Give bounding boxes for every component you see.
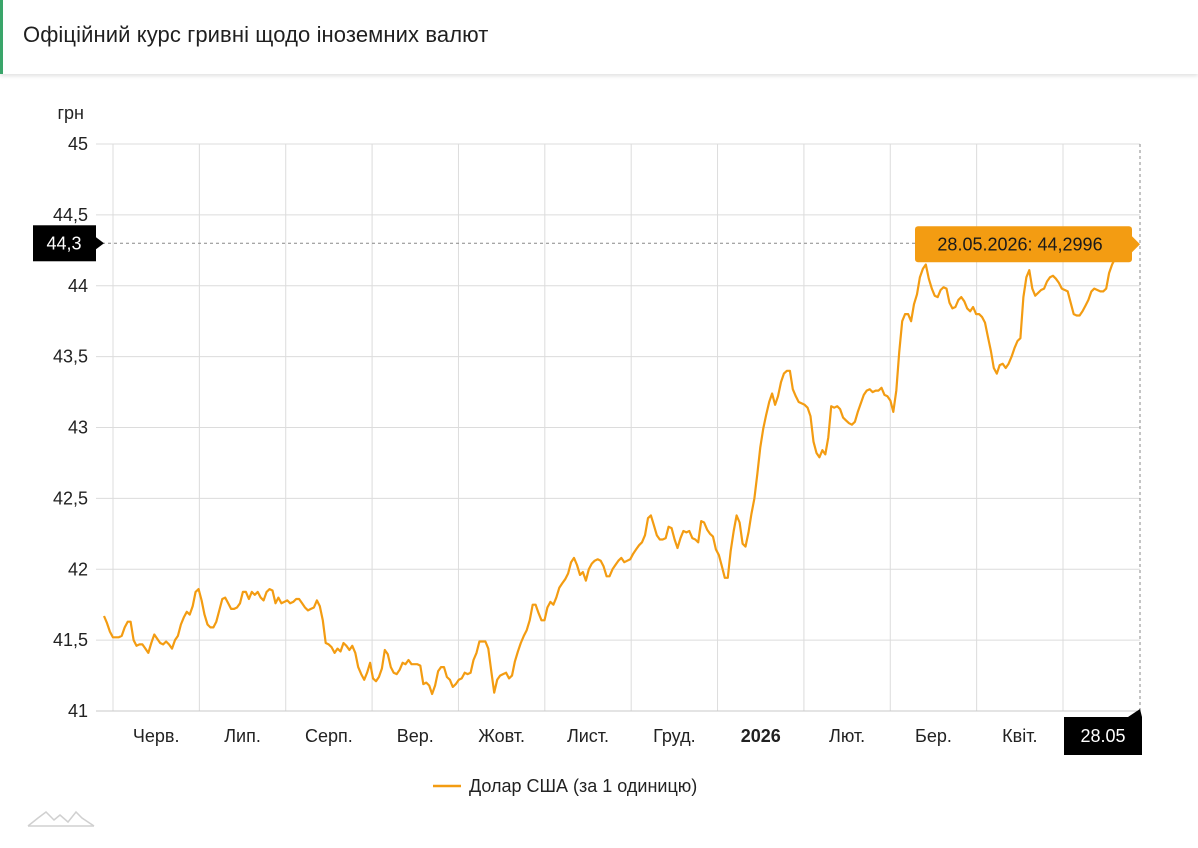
y-marker-bg <box>33 225 96 262</box>
chart-header: Офіційний курс гривні щодо іноземних вал… <box>0 0 1198 74</box>
y-marker-label: 44,3 <box>46 233 81 253</box>
page-title: Офіційний курс гривні щодо іноземних вал… <box>23 22 489 47</box>
x-tick-label: Лют. <box>829 726 865 746</box>
y-tick-label: 43 <box>68 418 88 438</box>
tooltip-bg <box>915 226 1132 263</box>
y-tick-label: 41 <box>68 701 88 721</box>
tooltip: 28.05.2026: 44,2996 <box>915 226 1140 263</box>
y-crosshair-marker: 44,3 <box>33 225 104 262</box>
x-tick-label: Жовт. <box>478 726 525 746</box>
y-axis-unit: грн <box>57 103 84 123</box>
logo-icon <box>27 810 95 827</box>
y-tick-label: 45 <box>68 134 88 154</box>
x-tick-label: Лист. <box>567 726 609 746</box>
x-tick-label: Квіт. <box>1002 726 1037 746</box>
x-marker-bg <box>1064 717 1142 755</box>
y-marker-arrow <box>96 237 104 250</box>
x-tick-label: Черв. <box>133 726 180 746</box>
x-tick-label: Груд. <box>653 726 695 746</box>
x-tick-label: Серп. <box>305 726 353 746</box>
x-crosshair-marker: 28.05 <box>1064 709 1142 755</box>
x-tick-label: Бер. <box>915 726 952 746</box>
y-tick-label: 42,5 <box>53 488 88 508</box>
grid <box>96 143 1140 712</box>
x-tick-label: Вер. <box>397 726 434 746</box>
x-marker-label: 28.05 <box>1080 726 1125 746</box>
x-marker-arrow <box>1128 709 1142 717</box>
y-tick-label: 44 <box>68 276 88 296</box>
tooltip-arrow <box>1132 236 1140 253</box>
x-tick-label: Лип. <box>224 726 261 746</box>
legend: Долар США (за 1 одиницю) <box>433 776 697 796</box>
y-tick-label: 41,5 <box>53 630 88 650</box>
series-line-usd <box>102 243 1120 696</box>
series-layer <box>102 243 1120 696</box>
y-tick-label: 43,5 <box>53 347 88 367</box>
tooltip-label: 28.05.2026: 44,2996 <box>937 234 1102 254</box>
x-tick-label: 2026 <box>741 726 781 746</box>
crosshair: 44,3 28.05 28.05.2026: 44,2996 <box>33 144 1142 755</box>
legend-label: Долар США (за 1 одиницю) <box>469 776 697 796</box>
axes: 41 41,5 42 42,5 43 43,5 44 44,5 45 грн Черв. Лип. Се… <box>53 103 1140 746</box>
logo-mountains <box>27 810 95 827</box>
y-tick-label: 44,5 <box>53 205 88 225</box>
y-tick-label: 42 <box>68 559 88 579</box>
